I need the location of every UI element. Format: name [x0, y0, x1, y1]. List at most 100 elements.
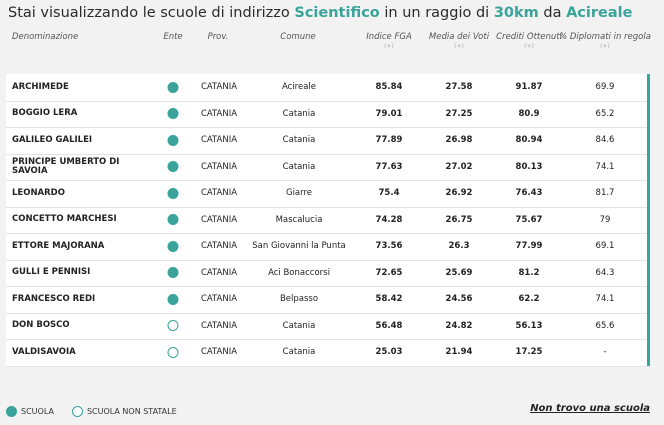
crediti-cell: 80.9 — [518, 108, 540, 119]
non-trovo-scuola-link[interactable]: Non trovo una scuola — [530, 403, 650, 414]
comune-cell: Catania — [282, 347, 316, 357]
prov-cell: CATANIA — [200, 347, 238, 357]
column-header-indice-fga[interactable]: Indice FGA — [366, 32, 412, 42]
media-cell: 26.3 — [448, 241, 470, 251]
filled-circle-icon — [167, 293, 179, 305]
fga-cell: 79.01 — [375, 108, 403, 119]
page-title: Stai visualizzando le scuole di indirizz… — [8, 2, 632, 24]
filled-circle-icon — [167, 108, 179, 119]
media-cell: 27.02 — [445, 161, 473, 172]
column-header-diplomati[interactable]: % Diplomati in regola — [559, 32, 651, 42]
comune-cell: Catania — [282, 108, 316, 119]
table-scrollbar[interactable] — [647, 74, 650, 366]
fga-cell: 58.42 — [375, 294, 403, 304]
media-cell: 24.82 — [445, 320, 473, 331]
fga-cell: 77.63 — [375, 161, 403, 172]
school-name[interactable]: BOGGIO LERA — [12, 108, 78, 118]
table-row[interactable]: ETTORE MAJORANA CATANIA San Giovanni la Pu… — [6, 233, 649, 261]
column-header-comune[interactable]: Comune — [280, 32, 316, 42]
title-da: da — [538, 5, 567, 21]
filled-circle-icon — [167, 267, 179, 278]
diplomati-cell: 84.6 — [595, 135, 615, 145]
school-name[interactable]: ARCHIMEDE — [12, 81, 69, 92]
filled-circle-icon — [167, 81, 179, 93]
sort-indicator-fga[interactable]: (+) — [384, 43, 394, 50]
comune-cell: Acireale — [281, 82, 317, 92]
ente-indicator — [167, 207, 179, 233]
crediti-cell: 76.43 — [515, 188, 543, 198]
diplomati-cell: 65.6 — [595, 320, 615, 331]
table-row[interactable]: VALDISAVOIA CATANIA Catania 25.03 21.94 17.25… — [6, 339, 649, 367]
crediti-cell: 80.94 — [515, 135, 543, 145]
diplomati-cell: 79 — [599, 214, 611, 225]
filled-circle-icon — [167, 161, 179, 172]
ente-indicator — [167, 180, 179, 206]
table-row[interactable]: ARCHIMEDE CATANIA Acireale 85.84 27.58 91.87 6… — [6, 74, 649, 102]
table-row[interactable]: BOGGIO LERA CATANIA Catania 79.01 27.25 80.9 6… — [6, 101, 649, 128]
table-row[interactable]: GULLI E PENNISI CATANIA Aci Bonaccorsi 72.6… — [6, 260, 649, 287]
ente-indicator — [167, 74, 179, 100]
crediti-cell: 17.25 — [515, 347, 543, 357]
legend: SCUOLA SCUOLA NON STATALE — [6, 404, 195, 418]
school-name[interactable]: VALDISAVOIA — [12, 346, 76, 357]
prov-cell: CATANIA — [200, 188, 238, 198]
crediti-cell: 81.2 — [518, 267, 540, 278]
comune-cell: Catania — [282, 161, 316, 172]
crediti-cell: 91.87 — [515, 82, 543, 92]
diplomati-cell: 74.1 — [595, 294, 615, 304]
column-header-crediti[interactable]: Crediti Ottenuti — [496, 32, 562, 42]
sort-indicator-crediti[interactable]: (+) — [524, 43, 534, 50]
school-name[interactable]: GALILEO GALILEI — [12, 134, 93, 145]
school-name[interactable]: DON BOSCO — [12, 320, 70, 330]
schools-table: ARCHIMEDE CATANIA Acireale 85.84 27.58 91.87 6… — [6, 74, 649, 367]
diplomati-cell: 65.2 — [595, 108, 615, 119]
sort-indicator-media[interactable]: (+) — [454, 43, 464, 50]
media-cell: 26.98 — [445, 135, 473, 145]
fga-cell: 25.03 — [375, 347, 403, 357]
prov-cell: CATANIA — [200, 82, 238, 92]
table-row[interactable]: PRINCIPE UMBERTO DI SAVOIA CATANIA Catania… — [6, 154, 649, 181]
school-name[interactable]: FRANCESCO REDI — [12, 293, 96, 304]
prov-cell: CATANIA — [200, 267, 238, 278]
prov-cell: CATANIA — [200, 214, 238, 225]
sort-indicator-diplomati[interactable]: (+) — [600, 43, 610, 50]
crediti-cell: 62.2 — [518, 294, 540, 304]
school-name[interactable]: CONCETTO MARCHESI — [12, 214, 117, 224]
school-name[interactable]: LEONARDO — [12, 187, 65, 198]
title-middle: in un raggio di — [379, 5, 494, 21]
media-cell: 25.69 — [445, 267, 473, 278]
comune-cell: Aci Bonaccorsi — [268, 267, 330, 278]
school-name[interactable]: PRINCIPE UMBERTO DI SAVOIA — [12, 156, 120, 176]
title-citta: Acireale — [566, 5, 633, 21]
column-header-ente[interactable]: Ente — [163, 32, 183, 42]
diplomati-cell: 69.9 — [595, 82, 615, 92]
table-row[interactable]: LEONARDO CATANIA Giarre 75.4 26.92 76.43 81.7 — [6, 180, 649, 208]
table-row[interactable]: CONCETTO MARCHESI CATANIA Mascalucia 74.28 2… — [6, 207, 649, 234]
empty-circle-icon — [167, 320, 179, 331]
fga-cell: 77.89 — [375, 135, 403, 145]
media-cell: 24.56 — [445, 294, 473, 304]
school-name[interactable]: GULLI E PENNISI — [12, 267, 91, 277]
media-cell: 21.94 — [445, 347, 473, 357]
diplomati-cell: 81.7 — [595, 188, 615, 198]
table-row[interactable]: FRANCESCO REDI CATANIA Belpasso 58.42 24.56 6… — [6, 286, 649, 314]
column-header-media-voti[interactable]: Media dei Voti — [428, 32, 490, 42]
table-row[interactable]: DON BOSCO CATANIA Catania 56.48 24.82 56.13 65… — [6, 313, 649, 340]
column-header-prov[interactable]: Prov. — [207, 32, 229, 42]
comune-cell: Belpasso — [279, 294, 319, 304]
comune-cell: San Giovanni la Punta — [252, 241, 346, 251]
legend-label-non-statale: SCUOLA NON STATALE — [86, 406, 177, 416]
filled-circle-icon — [6, 405, 17, 417]
prov-cell: CATANIA — [200, 135, 238, 145]
diplomati-cell: - — [603, 347, 607, 357]
diplomati-cell: 74.1 — [595, 161, 615, 172]
ente-indicator — [167, 339, 179, 365]
comune-cell: Catania — [282, 135, 316, 145]
comune-cell: Catania — [282, 320, 316, 331]
ente-indicator — [167, 127, 179, 153]
prov-cell: CATANIA — [200, 161, 238, 172]
column-header-denominazione[interactable]: Denominazione — [12, 32, 79, 42]
empty-circle-icon — [167, 346, 179, 358]
school-name[interactable]: ETTORE MAJORANA — [12, 240, 105, 251]
table-row[interactable]: GALILEO GALILEI CATANIA Catania 77.89 26.98 8… — [6, 127, 649, 155]
